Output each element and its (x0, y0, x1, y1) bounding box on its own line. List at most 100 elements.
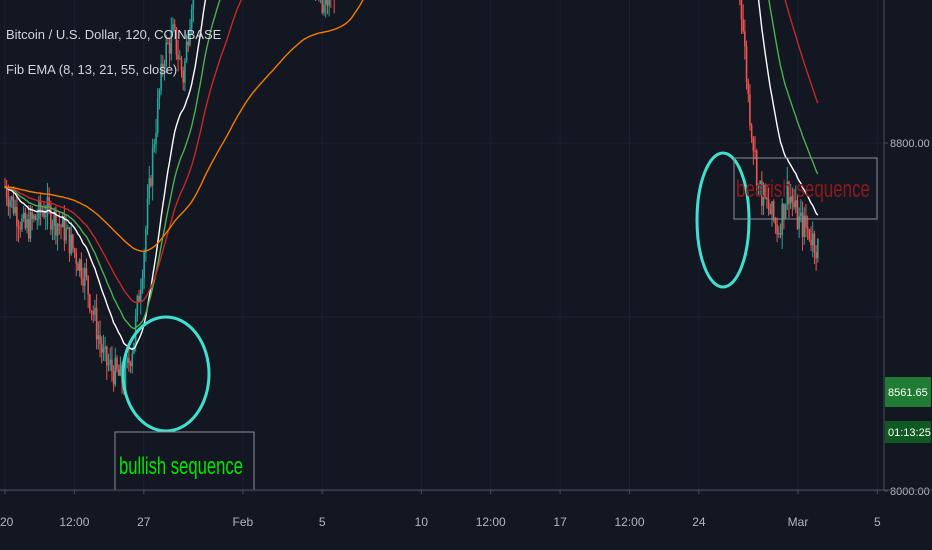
candle-body (10, 196, 13, 201)
candle-body (44, 216, 47, 218)
candle-body (815, 252, 817, 259)
time-tick-label: Mar (788, 515, 809, 529)
candle-body (38, 200, 40, 220)
candle-body (175, 27, 178, 55)
time-tick-label: 12:00 (614, 515, 644, 529)
candle-body (813, 233, 816, 253)
candle-body (61, 215, 64, 228)
candle-body (189, 28, 191, 46)
candle-body (136, 295, 139, 316)
candle-body (53, 211, 56, 226)
candle-body (102, 348, 105, 353)
candle-body (742, 19, 744, 32)
candle-body (36, 219, 39, 221)
candle-body (740, 0, 743, 20)
candle-body (109, 359, 112, 364)
candle-body (328, 0, 330, 6)
candle-body (17, 226, 20, 228)
candle-body (158, 90, 161, 99)
candle-body (801, 212, 804, 237)
candle-body (58, 224, 61, 226)
candle-body (774, 219, 777, 225)
countdown-bg (885, 421, 931, 443)
candle-body (148, 178, 151, 199)
time-tick-label: 10 (415, 515, 429, 529)
candle-body (82, 278, 84, 286)
candle-body (65, 228, 67, 241)
candle-body (78, 259, 81, 271)
candle-body (131, 353, 134, 366)
candle-body (146, 198, 149, 230)
candle-body (168, 43, 171, 54)
candle-body (60, 225, 62, 228)
time-tick-label: 5 (874, 515, 881, 529)
candle-body (117, 369, 120, 376)
candle-body (173, 24, 176, 28)
candle-body (747, 81, 750, 95)
candle-body (126, 358, 128, 364)
price-tick-label: 8800.00 (890, 138, 930, 150)
candle-body (190, 8, 193, 29)
candle-body (771, 201, 773, 215)
candle-body (806, 227, 809, 229)
candle-body (761, 180, 763, 206)
candle-body (767, 199, 770, 210)
candle-body (153, 144, 156, 148)
candle-body (128, 358, 130, 364)
candle-body (798, 216, 800, 229)
countdown-label: 01:13:25 (888, 427, 931, 439)
candle-body (184, 61, 186, 83)
time-tick-label: 24 (692, 515, 706, 529)
candle-body (810, 239, 812, 246)
bearish-label: bearish sequence (736, 176, 870, 203)
candle-body (803, 215, 806, 237)
time-tick-label: Feb (233, 515, 254, 529)
candle-body (22, 212, 25, 219)
candle-body (112, 370, 115, 385)
candle-body (817, 238, 819, 259)
candle-body (72, 234, 74, 249)
candle-body (791, 196, 794, 202)
candle-body (5, 186, 8, 199)
candle-body (180, 58, 183, 71)
candle-body (50, 205, 52, 230)
candle-body (77, 264, 79, 271)
candle-body (752, 138, 755, 151)
chart-title: Bitcoin / U.S. Dollar, 120, COINBASE (6, 27, 222, 42)
candle-body (794, 200, 797, 208)
candle-body (777, 233, 780, 235)
candle-body (92, 311, 95, 315)
time-tick-label: 12:00 (59, 515, 89, 529)
candle-body (755, 151, 758, 187)
candles (4, 0, 819, 397)
bearish-circle (695, 151, 751, 289)
candle-body (321, 0, 324, 13)
candle-body (162, 63, 164, 68)
candle-body (143, 252, 145, 278)
time-tick-label: 5 (319, 515, 326, 529)
last-price-bg (885, 377, 931, 407)
time-tick-label: 20 (0, 515, 14, 529)
candle-body (800, 212, 802, 217)
candle-body (783, 203, 785, 219)
candle-body (754, 150, 756, 152)
candle-body (167, 42, 169, 44)
time-tick-label: 12:00 (476, 515, 506, 529)
indicator-label[interactable]: Fib EMA (8, 13, 21, 55, close) (6, 62, 178, 77)
time-tick-label: 27 (137, 515, 151, 529)
candle-body (757, 184, 760, 187)
candle-body (145, 229, 147, 253)
candle-body (170, 31, 173, 54)
candle-body (129, 363, 132, 366)
candle-body (124, 363, 127, 391)
candle-body (51, 225, 54, 230)
price-axis: 10800.0010400.0010000.009600.009200.0088… (883, 0, 930, 498)
candle-body (138, 295, 140, 302)
candle-body (85, 268, 88, 277)
candle-body (749, 94, 751, 126)
ema-55-line (4, 0, 364, 253)
candle-body (26, 219, 28, 228)
candle-body (786, 181, 789, 205)
